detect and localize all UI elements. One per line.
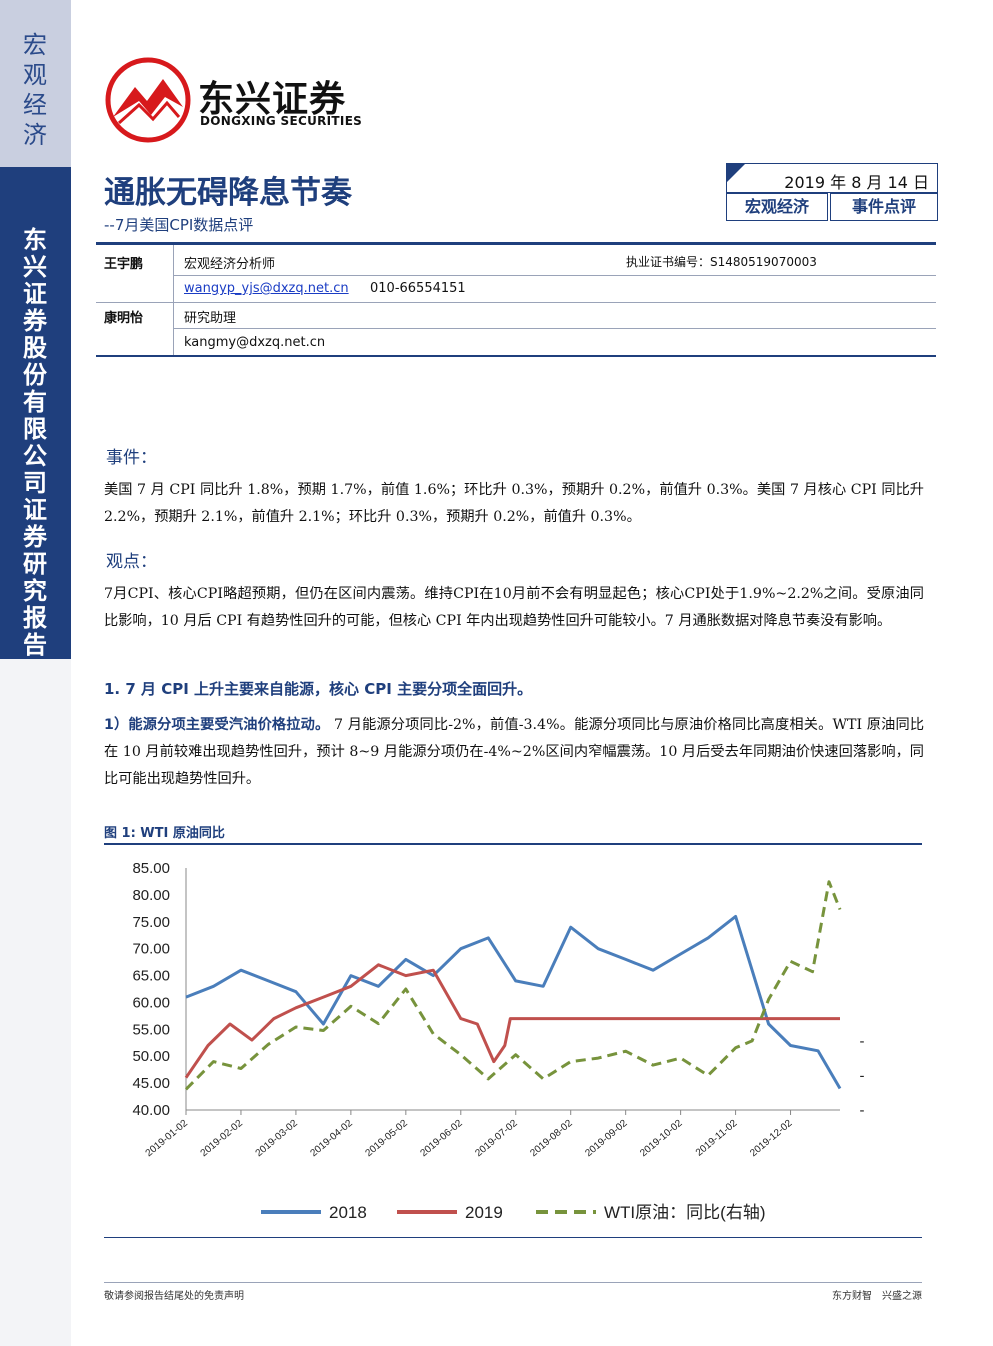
author-email: kangmy@dxzq.net.cn — [184, 335, 326, 350]
point1-paragraph: 1）能源分项主要受汽油价格拉动。 7 月能源分项同比-2%，前值-3.4%。能源… — [104, 712, 924, 793]
x-tick-label: 2019-12-02 — [748, 1118, 795, 1160]
y-left-tick-label: 65.00 — [132, 968, 170, 985]
point1-heading: 1. 7 月 CPI 上升主要来自能源，核心 CPI 主要分项全面回升。 — [104, 680, 533, 698]
row-rule — [173, 275, 936, 276]
x-tick-label: 2019-03-02 — [254, 1118, 301, 1160]
author-license: 执业证书编号：S1480519070003 — [626, 255, 817, 269]
y-right-tick-label: -20.00 — [859, 1067, 864, 1084]
y-left-tick-label: 85.00 — [132, 860, 170, 877]
x-tick-label: 2019-01-02 — [144, 1118, 191, 1160]
report-title: 通胀无碍降息节奏 — [104, 175, 352, 211]
event-heading: 事件： — [106, 448, 157, 468]
type-tag: 事件点评 — [830, 193, 938, 221]
sidebar-category-label: 宏观经济 — [23, 31, 47, 149]
brand-name-cn: 东兴证券 — [198, 79, 347, 120]
author-name: 康明怡 — [104, 311, 144, 326]
author-role: 研究助理 — [184, 311, 237, 326]
footer-rule — [104, 1282, 922, 1283]
logo-icon — [105, 57, 191, 143]
author-role: 宏观经济分析师 — [184, 257, 276, 272]
y-left-tick-label: 45.00 — [132, 1075, 170, 1092]
x-tick-label: 2019-10-02 — [638, 1118, 685, 1160]
author-table-divider — [173, 245, 174, 357]
x-tick-label: 2019-11-02 — [694, 1118, 740, 1159]
legend-label: WTI原油：同比(右轴) — [604, 1203, 765, 1222]
category-tag: 宏观经济 — [726, 193, 828, 221]
chart: 40.00 45.00 50.00 55.00 60.00 65.00 70.00 75.00… — [132, 860, 864, 1222]
row-rule — [96, 302, 936, 303]
report-date: 2019 年 8 月 14 日 — [784, 173, 929, 192]
figure-top-rule — [104, 843, 922, 845]
legend-label: 2019 — [465, 1203, 503, 1222]
figure-bottom-rule — [104, 1237, 922, 1238]
corner-triangle-icon — [727, 164, 745, 182]
sidebar-org-label: 东兴证券股份有限公司证券研究报告 — [23, 226, 47, 659]
y-right-tick-label: -10.00 — [859, 1033, 864, 1050]
y-left-tick-label: 55.00 — [132, 1021, 170, 1038]
y-left-tick-label: 80.00 — [132, 887, 170, 904]
chart-lines — [184, 880, 842, 1091]
series-line-2018 — [185, 914, 842, 1090]
author-table-bottom-rule — [96, 355, 936, 357]
author-table-top-rule — [96, 242, 936, 245]
series-line-WTI — [184, 880, 842, 1091]
point1-lead: 1）能源分项主要受汽油价格拉动。 — [104, 717, 330, 733]
x-tick-label: 2019-06-02 — [418, 1118, 465, 1160]
point1-text: 7 月能源分项同比-2%，前值-3.4%。能源分项同比与原油价格同比高度相关。W… — [104, 717, 925, 787]
x-tick-label: 2019-08-02 — [528, 1118, 575, 1160]
figure-title: 图 1: WTI 原油同比 — [104, 826, 225, 841]
x-tick-label: 2019-02-02 — [199, 1118, 246, 1160]
sidebar-org-block: 东兴证券股份有限公司证券研究报告 — [0, 167, 71, 659]
y-left-tick-label: 50.00 — [132, 1048, 170, 1065]
y-left-tick-label: 40.00 — [132, 1102, 170, 1119]
author-name: 王宇鹏 — [104, 257, 144, 272]
legend-label: 2018 — [329, 1203, 367, 1222]
x-tick-label: 2019-07-02 — [473, 1118, 520, 1160]
author-email-link[interactable]: wangyp_yjs@dxzq.net.cn — [184, 281, 349, 296]
y-left-tick-label: 75.00 — [132, 914, 170, 931]
chart-axes: 40.00 45.00 50.00 55.00 60.00 65.00 70.00 75.00… — [132, 860, 864, 1159]
view-paragraph: 7月CPI、核心CPI略超预期，但仍在区间内震荡。维持CPI在10月前不会有明显… — [104, 586, 924, 629]
sidebar-category-block: 宏观经济 — [0, 0, 71, 167]
x-tick-label: 2019-05-02 — [364, 1118, 411, 1160]
report-subtitle: --7月美国CPI数据点评 — [104, 216, 254, 234]
view-heading: 观点： — [106, 552, 157, 572]
event-paragraph: 美国 7 月 CPI 同比升 1.8%，预期 1.7%，前值 1.6%；环比升 … — [104, 482, 924, 525]
row-rule — [173, 328, 936, 329]
footer-disclaimer: 敬请参阅报告结尾处的免责声明 — [104, 1291, 244, 1302]
footer-slogan: 东方财智 兴盛之源 — [832, 1291, 922, 1302]
chart-legend: 2018 2019 WTI原油：同比(右轴) — [261, 1203, 765, 1222]
brand-name-en: DONGXING SECURITIES — [200, 114, 363, 128]
series-line-2019 — [184, 963, 840, 1079]
date-box: 2019 年 8 月 14 日 — [726, 163, 938, 193]
sidebar: 宏观经济 东兴证券股份有限公司证券研究报告 — [0, 0, 71, 1346]
author-phone: 010-66554151 — [370, 281, 466, 296]
x-tick-label: 2019-04-02 — [309, 1118, 356, 1160]
x-tick-label: 2019-09-02 — [583, 1118, 630, 1160]
y-left-tick-label: 60.00 — [132, 994, 170, 1011]
y-right-tick-label: -30.00 — [859, 1102, 864, 1119]
y-left-tick-label: 70.00 — [132, 941, 170, 958]
